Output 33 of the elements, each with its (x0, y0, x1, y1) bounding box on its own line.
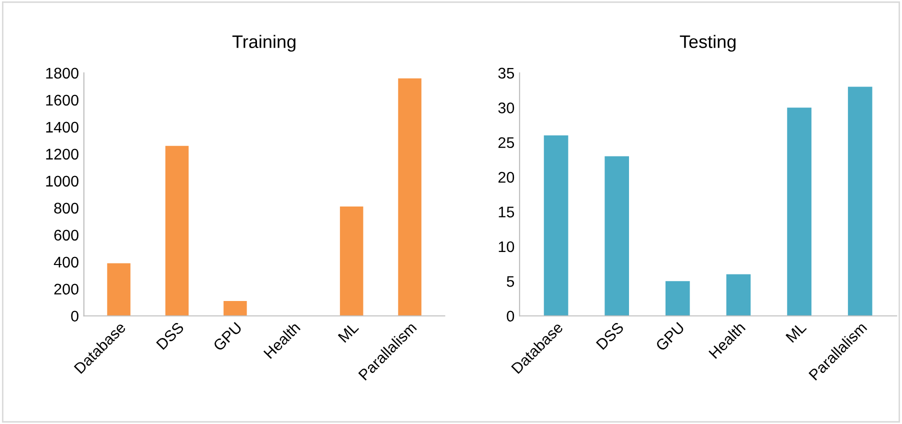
bar (544, 135, 568, 316)
bar (666, 281, 690, 316)
y-tick-label: 1200 (46, 148, 78, 160)
x-tick-label: ML (338, 321, 360, 343)
y-tick-label: 0 (71, 310, 78, 322)
x-tick-label: ML (786, 321, 807, 343)
y-tick-label: 10 (498, 241, 514, 252)
y-tick-label: 400 (54, 256, 78, 268)
y-tick-label: 1000 (46, 176, 78, 187)
chart-title: Testing (680, 34, 736, 52)
bar (604, 156, 630, 316)
y-tick-label: 30 (498, 102, 514, 114)
y-tick-label: 25 (498, 137, 514, 148)
y-tick-label: 1400 (46, 122, 78, 133)
bar (787, 108, 812, 316)
y-tick-label: 200 (54, 284, 78, 295)
y-tick-label: 15 (498, 206, 514, 218)
y-tick-label: 0 (506, 310, 514, 322)
bar (224, 301, 247, 316)
y-tick-label: 600 (54, 230, 78, 241)
y-tick-label: 5 (506, 276, 514, 287)
bar (398, 78, 422, 316)
y-tick-label: 20 (498, 172, 514, 183)
bar (726, 274, 751, 316)
y-tick-label: 1800 (46, 68, 78, 79)
y-tick-label: 1600 (46, 94, 78, 106)
bar (340, 206, 364, 316)
bar (848, 86, 872, 316)
y-tick-label: 800 (54, 202, 78, 214)
y-tick-label: 35 (498, 68, 514, 79)
bar (107, 263, 130, 316)
chart-title: Training (232, 34, 296, 52)
bar (165, 146, 189, 316)
